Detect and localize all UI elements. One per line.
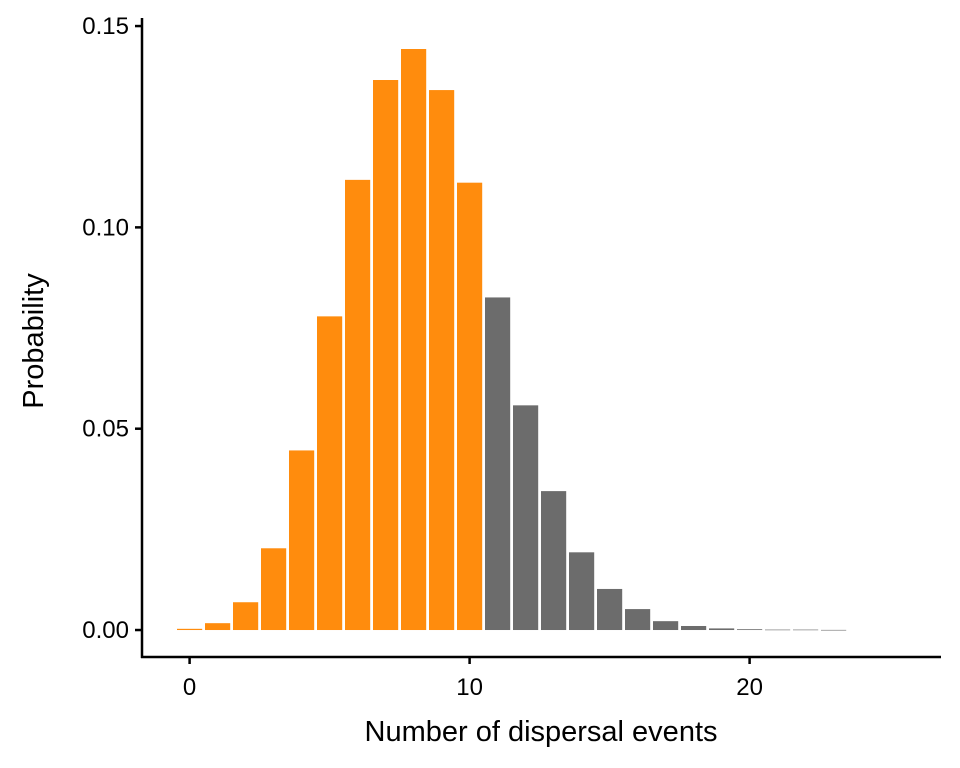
x-tick-label: 10 <box>456 674 483 701</box>
bar-5 <box>317 316 343 631</box>
bar-23 <box>821 629 847 631</box>
bar-18 <box>681 625 707 631</box>
y-tick-label: 0.10 <box>82 214 129 241</box>
bar-7 <box>373 80 399 631</box>
bar-13 <box>541 491 567 631</box>
x-axis-title: Number of dispersal events <box>365 716 718 748</box>
bar-16 <box>625 609 651 631</box>
bar-20 <box>737 629 763 631</box>
bar-1 <box>205 623 231 631</box>
bar-0 <box>177 628 203 631</box>
bar-6 <box>345 179 371 631</box>
bar-21 <box>765 629 791 631</box>
bar-8 <box>401 49 427 631</box>
bar-9 <box>429 90 455 631</box>
bar-14 <box>569 552 595 631</box>
bar-19 <box>709 628 735 631</box>
bar-10 <box>457 182 483 631</box>
y-tick-label: 0.00 <box>82 617 129 644</box>
bar-15 <box>597 588 623 631</box>
bar-4 <box>289 450 315 631</box>
bar-17 <box>653 621 679 631</box>
x-tick-label: 0 <box>183 674 196 701</box>
y-tick-label: 0.05 <box>82 416 129 443</box>
x-ticks: 0 10 20 <box>183 657 763 701</box>
bar-22 <box>793 629 819 631</box>
bars <box>177 49 847 631</box>
bar-12 <box>513 405 539 631</box>
bar-2 <box>233 602 259 631</box>
y-tick-label: 0.15 <box>82 13 129 40</box>
y-ticks: 0.00 0.05 0.10 0.15 <box>82 13 142 644</box>
bar-3 <box>261 548 287 631</box>
x-tick-label: 20 <box>736 674 763 701</box>
bar-11 <box>485 297 511 631</box>
y-axis-title: Probability <box>18 273 50 409</box>
